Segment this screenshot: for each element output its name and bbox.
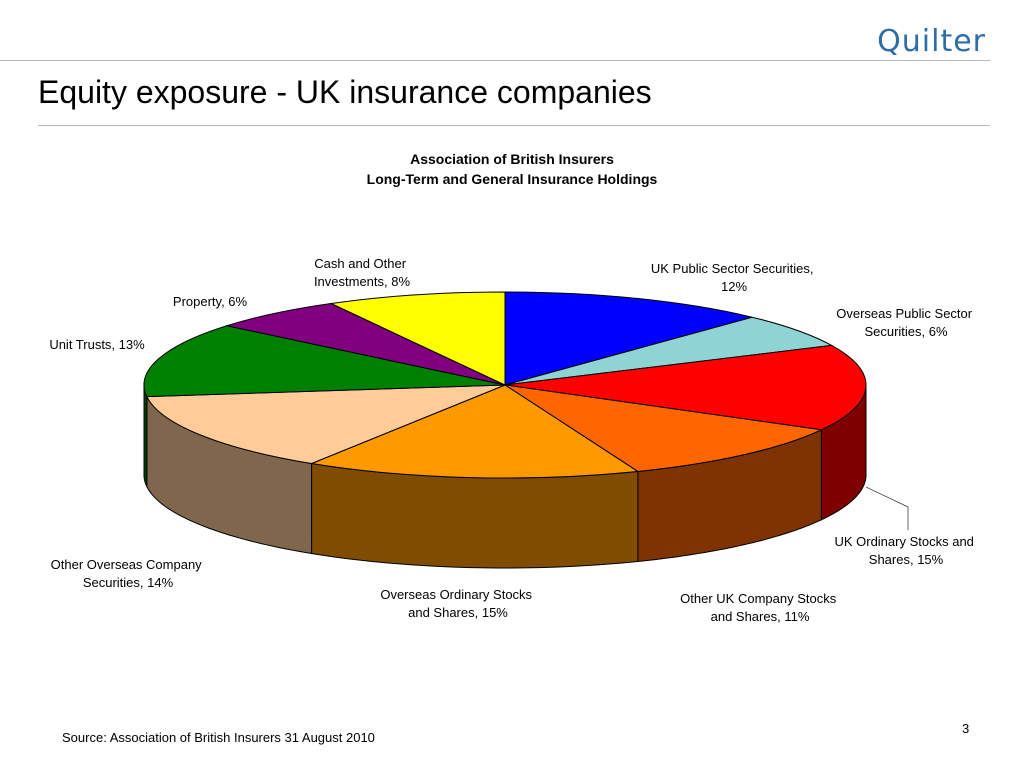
pie-slices (143, 291, 867, 479)
header-rule (0, 60, 990, 61)
chart-subtitle: Long-Term and General Insurance Holdings (366, 171, 658, 187)
pie-slice-uk-ordinary-stocks-and-shares (504, 344, 867, 431)
label-other-uk-company: Other UK Company Stocks and Shares, 11% (680, 591, 840, 624)
pie-slice-other-overseas-company-securities (146, 384, 506, 465)
pie-side-overseas-ordinary-stocks-and-shares (311, 462, 639, 569)
label-overseas-ordinary-stocks: Overseas Ordinary Stocks and Shares, 15% (380, 587, 535, 620)
pie-slice-property (224, 302, 506, 386)
pie-sides (143, 384, 867, 569)
pie-slice-overseas-public-sector-securities (504, 316, 834, 386)
title-rule (38, 125, 990, 126)
label-property: Property, 6% (173, 294, 248, 309)
pie-slice-cash-and-other-investments (329, 291, 506, 386)
slice-labels: UK Public Sector Securities, 12% Oversea… (49, 256, 977, 624)
label-cash-other: Cash and Other Investments, 8% (314, 256, 411, 289)
label-overseas-public-sector: Overseas Public Sector Securities, 6% (836, 306, 975, 339)
pie-slice-overseas-ordinary-stocks-and-shares (309, 384, 640, 479)
label-uk-ordinary-stocks: UK Ordinary Stocks and Shares, 15% (834, 534, 977, 567)
source-note: Source: Association of British Insurers … (62, 730, 375, 745)
page-title: Equity exposure - UK insurance companies (38, 74, 652, 110)
pie-slice-uk-public-sector-securities (504, 291, 753, 386)
label-uk-public-sector: UK Public Sector Securities, 12% (651, 261, 817, 294)
page-number: 3 (962, 721, 970, 736)
label-leader-lines (865, 486, 909, 530)
label-unit-trusts: Unit Trusts, 13% (49, 337, 145, 352)
pie-slice-other-uk-company-stocks-and-shares (504, 384, 824, 472)
leader-line-uk-ordinary (865, 486, 909, 530)
pie-slice-unit-trusts (143, 325, 506, 398)
pie-side-unit-trusts (143, 385, 148, 487)
chart-title: Association of British Insurers (410, 151, 614, 167)
label-other-overseas-company: Other Overseas Company Securities, 14% (51, 557, 206, 590)
quilter-logo: Quilter (877, 24, 986, 59)
